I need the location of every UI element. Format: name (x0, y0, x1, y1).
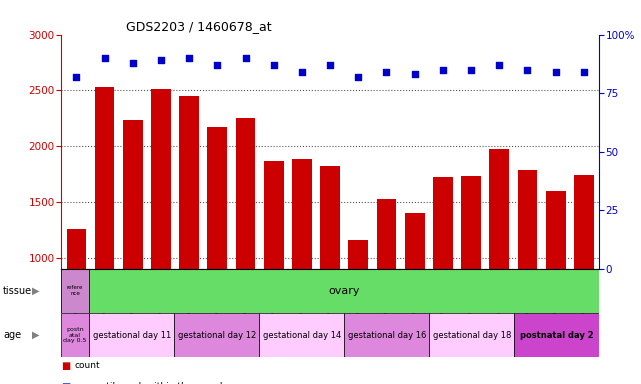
Bar (514, 313, 599, 357)
Text: ▶: ▶ (31, 286, 39, 296)
Text: percentile rank within the sample: percentile rank within the sample (75, 382, 228, 384)
Bar (174, 313, 259, 357)
Point (71, 74, 81, 80)
Point (184, 55, 194, 61)
Point (522, 67, 533, 73)
Text: ■: ■ (61, 382, 70, 384)
Bar (95, 87, 115, 369)
Point (551, 69, 561, 75)
Point (438, 67, 448, 73)
Bar (405, 213, 424, 369)
Point (156, 57, 166, 63)
Point (212, 62, 222, 68)
Text: tissue: tissue (3, 286, 32, 296)
Bar (292, 159, 312, 369)
Point (269, 62, 279, 68)
Text: refere
nce: refere nce (67, 285, 83, 296)
Point (579, 69, 589, 75)
Bar (89, 313, 174, 357)
Point (325, 62, 335, 68)
Text: ■: ■ (61, 361, 70, 371)
Text: gestational day 14: gestational day 14 (263, 331, 341, 339)
Bar (61, 313, 89, 357)
Point (128, 60, 138, 66)
Text: gestational day 16: gestational day 16 (347, 331, 426, 339)
Point (494, 62, 504, 68)
Text: gestational day 12: gestational day 12 (178, 331, 256, 339)
Point (381, 69, 392, 75)
Bar (179, 96, 199, 369)
Bar (320, 166, 340, 369)
Point (466, 67, 476, 73)
Bar (259, 313, 344, 357)
Point (353, 74, 363, 80)
Bar (151, 89, 171, 369)
Text: gestational day 18: gestational day 18 (433, 331, 511, 339)
Bar (545, 191, 565, 369)
Point (99, 55, 110, 61)
Bar (264, 161, 283, 369)
Bar (236, 118, 255, 369)
Text: count: count (75, 361, 101, 370)
Bar (489, 149, 509, 369)
Text: gestational day 11: gestational day 11 (92, 331, 171, 339)
Bar (123, 121, 143, 369)
Text: ovary: ovary (329, 286, 360, 296)
Text: age: age (3, 330, 21, 340)
Point (410, 71, 420, 78)
Bar (349, 240, 368, 369)
Text: postnatal day 2: postnatal day 2 (520, 331, 594, 339)
Bar (344, 313, 429, 357)
Bar (377, 199, 396, 369)
Text: ▶: ▶ (31, 330, 39, 340)
Bar (574, 175, 594, 369)
Bar (67, 228, 87, 369)
Bar (462, 176, 481, 369)
Bar (429, 313, 514, 357)
Bar (433, 177, 453, 369)
Text: GDS2203 / 1460678_at: GDS2203 / 1460678_at (126, 20, 271, 33)
Bar (517, 169, 537, 369)
Bar (208, 127, 227, 369)
Bar (61, 269, 89, 313)
Point (297, 69, 307, 75)
Point (240, 55, 251, 61)
Text: postn
atal
day 0.5: postn atal day 0.5 (63, 327, 87, 343)
